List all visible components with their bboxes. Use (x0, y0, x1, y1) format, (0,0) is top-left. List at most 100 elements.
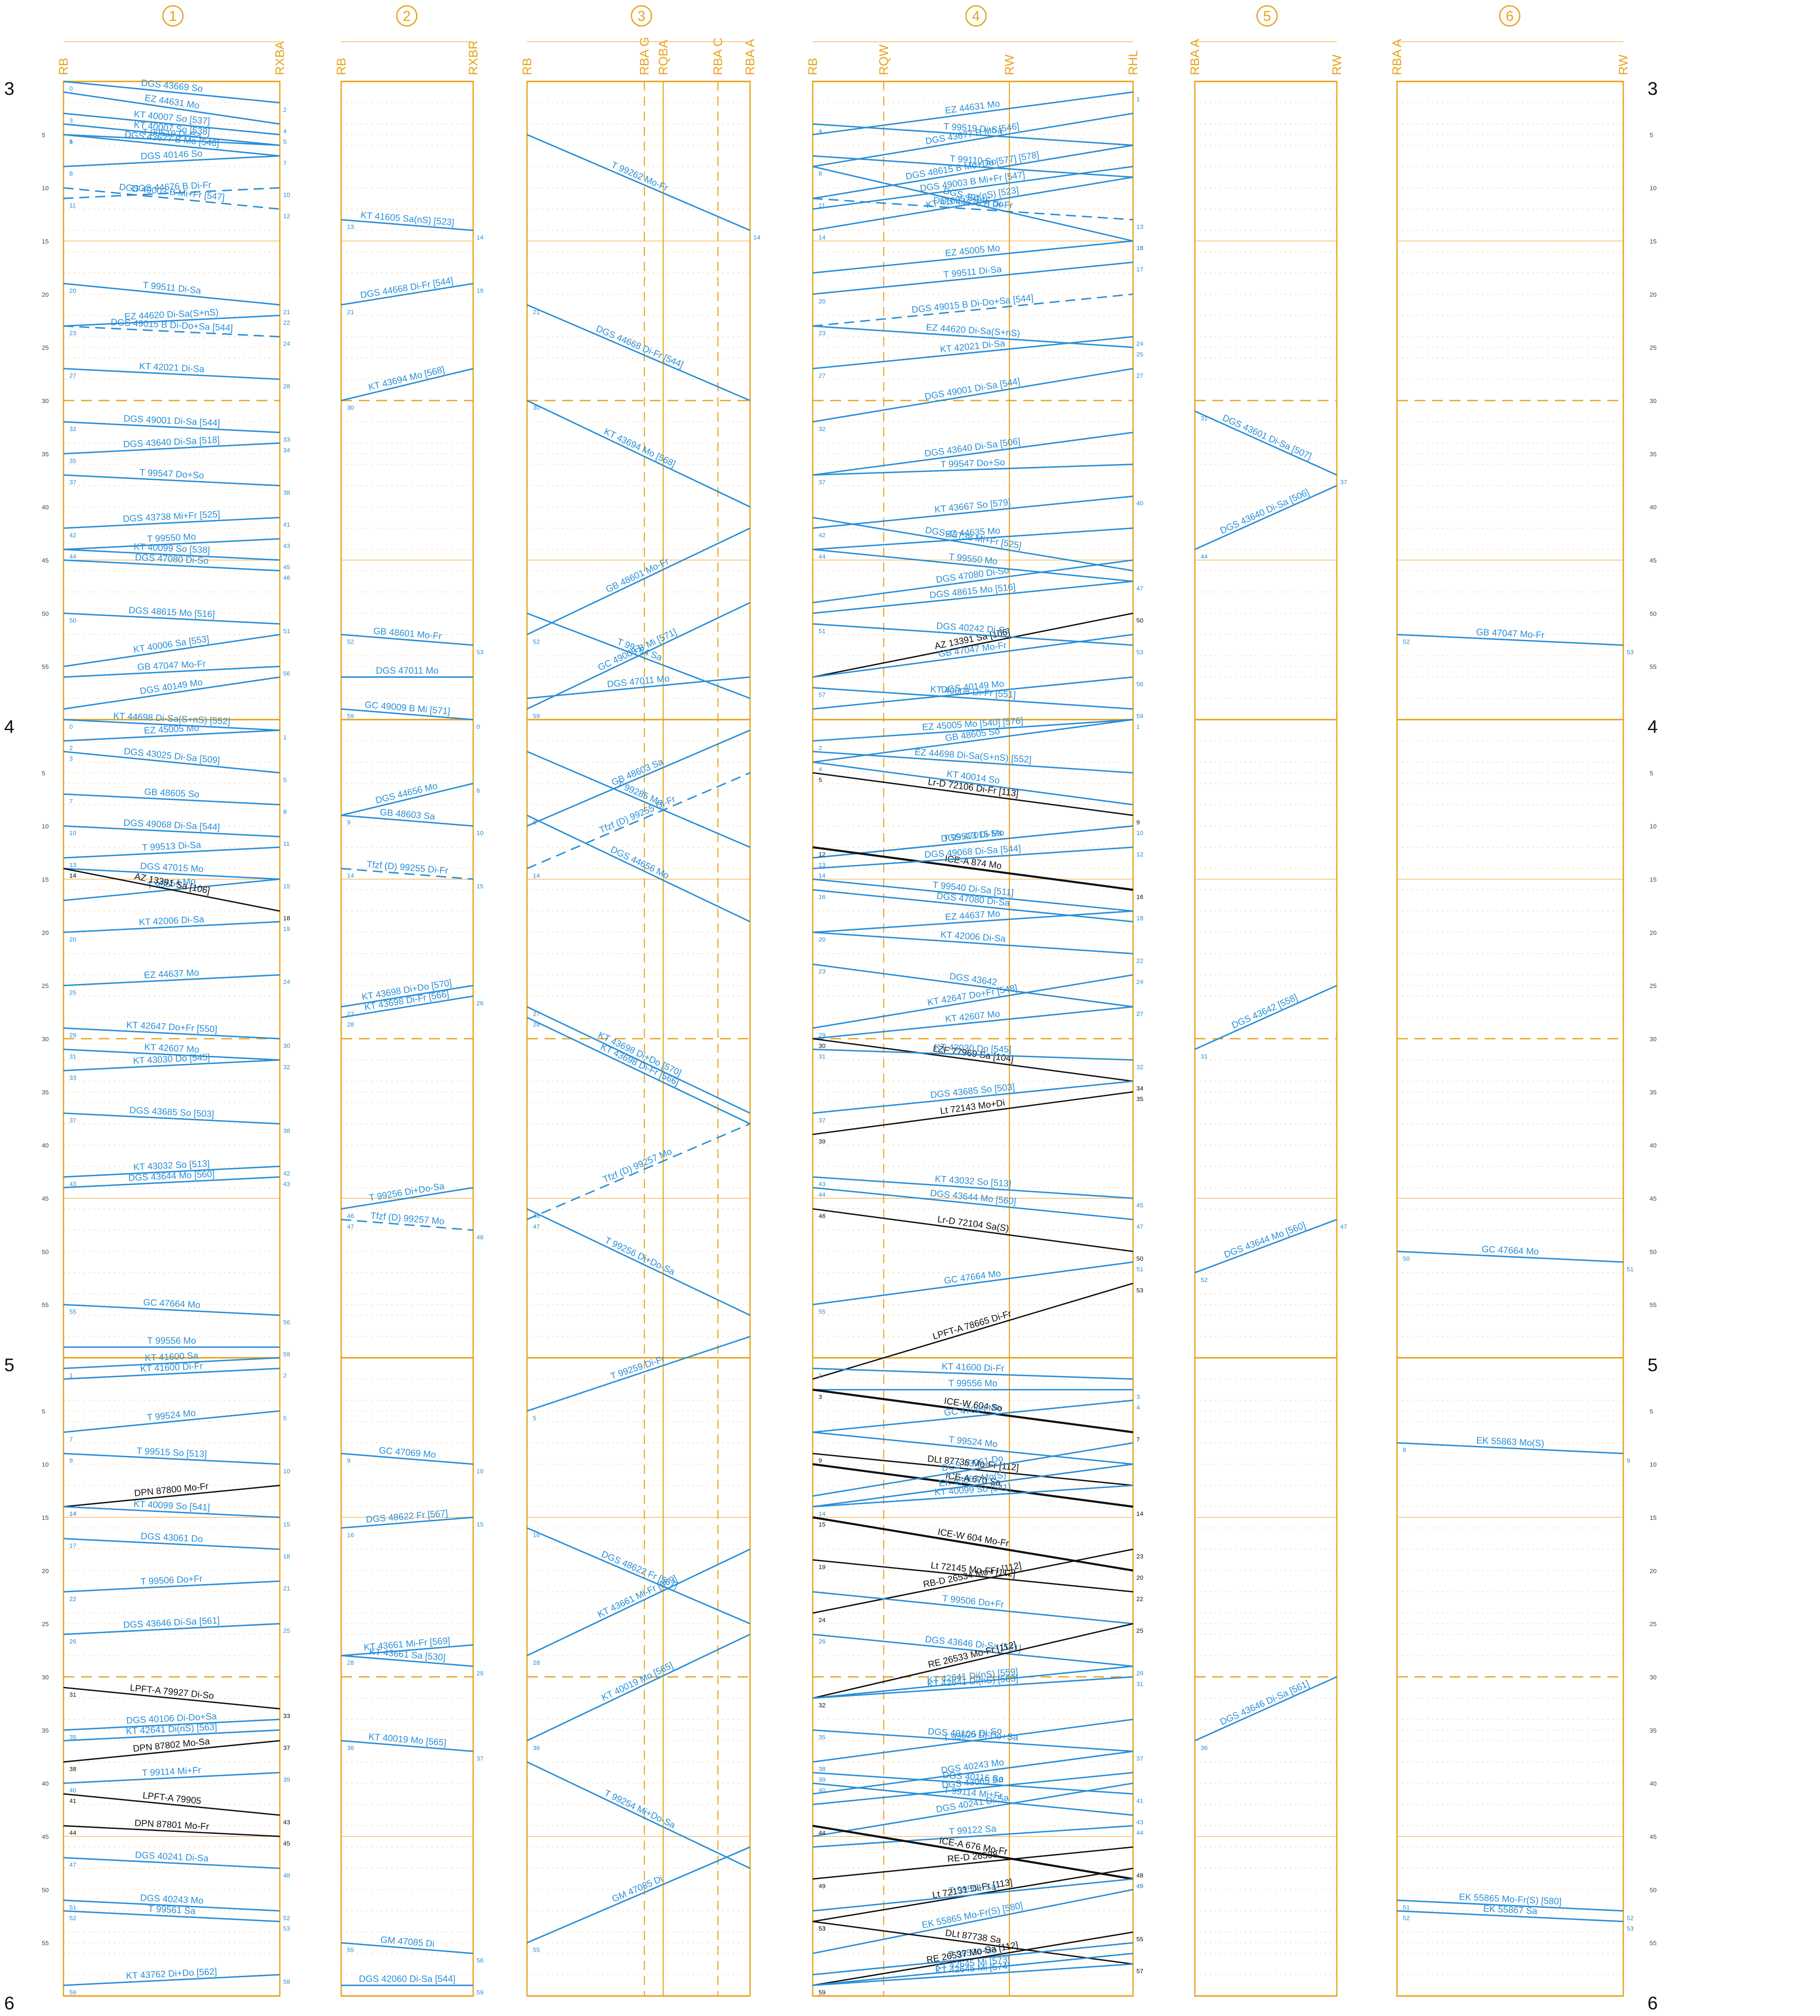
train-line[interactable] (812, 1516, 1133, 1572)
train-path[interactable]: GM 47085 Di 55 (527, 1846, 750, 1954)
train-line[interactable] (63, 1857, 280, 1869)
train-line[interactable] (341, 867, 474, 880)
train-line[interactable] (812, 1091, 1133, 1135)
train-line[interactable] (1397, 634, 1624, 646)
train-line[interactable] (63, 1910, 280, 1922)
train-line[interactable] (63, 314, 280, 327)
train-line[interactable] (812, 1283, 1133, 1380)
train-line[interactable] (63, 283, 280, 306)
train-line[interactable] (341, 1516, 474, 1529)
train-path[interactable]: KT 43030 Do [545]33 (63, 1052, 280, 1081)
train-line[interactable] (527, 1548, 750, 1656)
train-line[interactable] (812, 761, 1133, 806)
train-path[interactable]: DGS 43025 Di-Sa [509]35 (63, 746, 286, 784)
train-line[interactable] (812, 1559, 1133, 1593)
train-line[interactable] (341, 1942, 474, 1954)
train-line[interactable] (812, 1623, 1133, 1699)
train-line[interactable] (812, 687, 1133, 710)
train-line[interactable] (812, 1846, 1133, 1880)
train-line[interactable] (63, 729, 280, 742)
train-line[interactable] (812, 1442, 1133, 1497)
train-line[interactable] (812, 1750, 1133, 1795)
train-line[interactable] (812, 325, 1133, 348)
train-line[interactable] (812, 155, 1133, 178)
train-line[interactable] (527, 772, 750, 870)
train-line[interactable] (63, 1165, 280, 1178)
train-line[interactable] (812, 1953, 1133, 1986)
train-line[interactable] (1397, 1910, 1624, 1922)
train-line[interactable] (63, 81, 280, 104)
train-line[interactable] (812, 719, 1133, 742)
train-path[interactable]: GC 47664 Mo 55 56 (63, 1297, 290, 1326)
train-line[interactable] (812, 1006, 1133, 1040)
train-line[interactable] (63, 1825, 280, 1837)
train-line[interactable] (812, 1782, 1133, 1816)
train-line[interactable] (812, 1878, 1133, 1912)
train-path[interactable]: GC 49009 B Mi [571]59 (527, 602, 750, 720)
train-line[interactable] (63, 1112, 280, 1125)
train-line[interactable] (812, 846, 1133, 870)
train-line[interactable] (812, 1431, 1133, 1465)
train-line[interactable] (63, 846, 280, 859)
train-line[interactable] (341, 1219, 474, 1231)
train-path[interactable]: DGS 48615 Mo [516] (812, 581, 1133, 614)
train-line[interactable] (812, 751, 1133, 774)
train-line[interactable] (812, 1484, 1133, 1508)
train-line[interactable] (341, 995, 474, 1018)
train-path[interactable]: DGS 43642 [558] 31 (1194, 985, 1337, 1060)
train-line[interactable] (63, 1729, 280, 1742)
train-line[interactable] (812, 1633, 1133, 1667)
train-path[interactable]: T 99556 Mo 59 (63, 1336, 290, 1358)
train-path[interactable]: GB 48605 So 7 8 (63, 786, 286, 816)
train-line[interactable] (812, 123, 1133, 146)
train-line[interactable] (63, 1793, 280, 1816)
train-path[interactable]: KT 43032 So [513] 43 45 (812, 1174, 1143, 1209)
train-line[interactable] (812, 1080, 1133, 1114)
train-line[interactable] (812, 1591, 1133, 1625)
train-line[interactable] (812, 878, 1133, 912)
train-line[interactable] (812, 1772, 1133, 1806)
train-line[interactable] (812, 772, 1133, 816)
train-line[interactable] (527, 676, 750, 699)
train-line[interactable] (812, 1719, 1133, 1763)
train-line[interactable] (812, 293, 1133, 327)
train-path[interactable]: KT 42607 Mo 27 (812, 1006, 1143, 1040)
train-line[interactable] (341, 1655, 474, 1667)
train-line[interactable] (63, 325, 280, 337)
train-line[interactable] (812, 517, 1133, 572)
train-line[interactable] (812, 1400, 1133, 1433)
train-line[interactable] (812, 825, 1133, 859)
train-path[interactable]: T 99114 Mi+Fr 40 39 (63, 1765, 290, 1794)
train-line[interactable] (812, 1548, 1133, 1614)
train-line[interactable] (812, 431, 1133, 476)
train-line[interactable] (812, 846, 1133, 891)
train-path[interactable]: T 99561 Sa 52 53 (63, 1903, 290, 1932)
train-path[interactable]: DGS 47080 Di-So (812, 559, 1133, 604)
train-path[interactable]: KT 40099 So [541] (812, 1482, 1133, 1508)
train-line[interactable] (63, 665, 280, 678)
train-line[interactable] (63, 1059, 280, 1072)
train-line[interactable] (63, 134, 280, 146)
train-line[interactable] (812, 612, 1133, 678)
train-line[interactable] (341, 708, 474, 720)
train-line[interactable] (341, 368, 474, 401)
train-line[interactable] (527, 134, 750, 231)
train-path[interactable]: KT 43694 Mo [568] 30 (527, 400, 750, 508)
train-line[interactable] (812, 1931, 1133, 1986)
train-line[interactable] (341, 783, 474, 816)
train-line[interactable] (812, 1367, 1133, 1380)
train-line[interactable] (1194, 1676, 1337, 1742)
train-line[interactable] (812, 1208, 1133, 1252)
train-line[interactable] (341, 1644, 474, 1656)
train-line[interactable] (63, 1027, 280, 1040)
train-line[interactable] (812, 176, 1133, 231)
train-path[interactable]: EZ 45005 Mo 2 (63, 723, 280, 752)
